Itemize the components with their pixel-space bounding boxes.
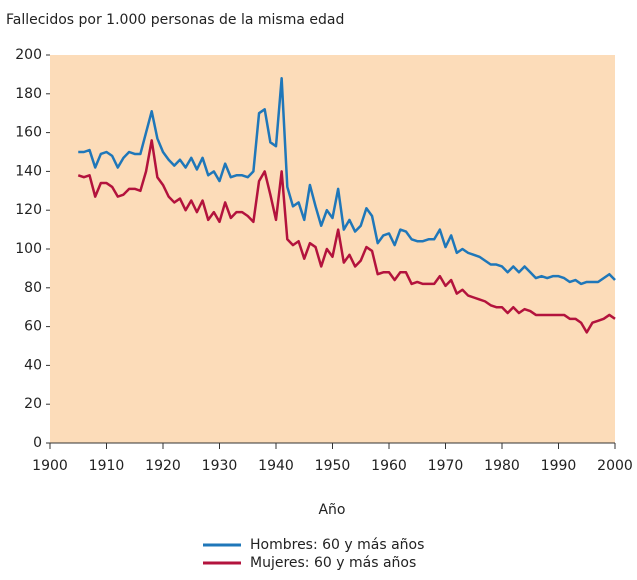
x-tick-label: 1930 xyxy=(202,458,238,474)
data-line xyxy=(77,139,616,334)
x-tick-label: 1920 xyxy=(145,458,181,474)
y-tick-label: 200 xyxy=(15,47,42,63)
x-axis-label: Año xyxy=(318,502,345,518)
y-tick-label: 80 xyxy=(24,280,42,296)
legend-label: Hombres: 60 y más años xyxy=(250,537,424,553)
y-tick-label: 140 xyxy=(15,163,42,179)
y-tick-label: 60 xyxy=(24,319,42,335)
chart-title: Fallecidos por 1.000 personas de la mism… xyxy=(6,12,344,28)
y-tick-label: 160 xyxy=(15,125,42,141)
y-tick-label: 180 xyxy=(15,86,42,102)
y-tick-label: 40 xyxy=(24,357,42,373)
y-tick-label: 120 xyxy=(15,202,42,218)
x-tick-label: 1940 xyxy=(258,458,294,474)
legend-label: Mujeres: 60 y más años xyxy=(250,555,416,571)
y-tick-label: 0 xyxy=(33,435,42,451)
x-tick-label: 1990 xyxy=(541,458,577,474)
x-tick-label: 1970 xyxy=(428,458,464,474)
x-tick-label: 1910 xyxy=(89,458,125,474)
x-tick-label: 2000 xyxy=(597,458,633,474)
plot-background xyxy=(50,55,615,443)
x-tick-label: 1960 xyxy=(371,458,407,474)
data-line xyxy=(78,77,616,286)
y-tick-label: 20 xyxy=(24,396,42,412)
x-tick-label: 1900 xyxy=(32,458,68,474)
x-tick-label: 1980 xyxy=(484,458,520,474)
x-tick-label: 1950 xyxy=(315,458,351,474)
y-tick-label: 100 xyxy=(15,241,42,257)
